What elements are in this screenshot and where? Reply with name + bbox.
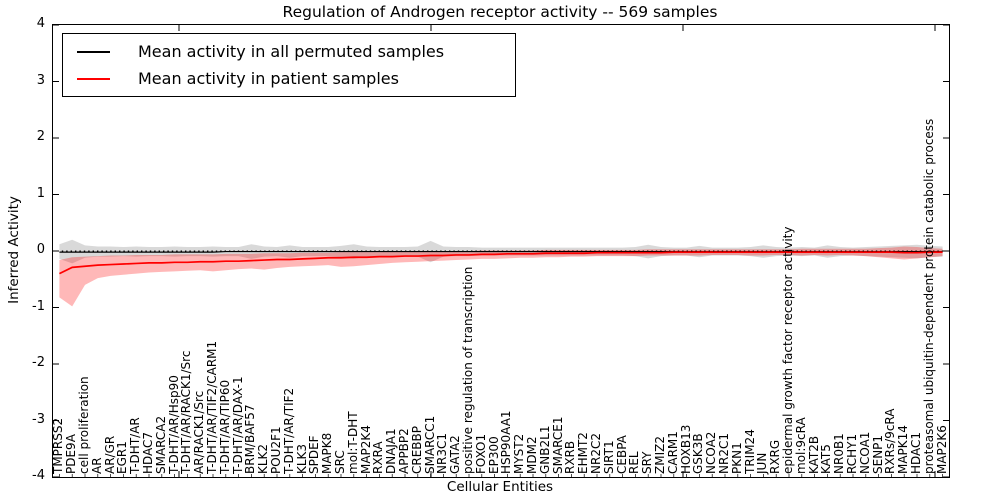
x-tick-label: SRC [333,450,347,474]
legend-label-patient: Mean activity in patient samples [138,69,399,88]
x-tick-label: T-DHT/AR/Hsp90 [166,375,181,474]
y-tick-label: 2 [36,129,45,144]
x-tick-label: CEBPA [614,435,629,474]
plot-area [53,25,949,477]
x-tick-label: mol:T-DHT [345,411,360,474]
x-tick-label: EGR1 [115,441,130,474]
x-tick-label: APPBP2 [397,428,411,474]
x-tick-label: positive regulation of transcription [461,266,475,474]
patient-range-band [59,246,943,307]
x-tick-label: SRY [640,451,655,474]
x-tick-label: T-DHT/AR/TIF2/CARM1 [205,340,219,474]
x-tick-label: cell proliferation [77,376,91,474]
x-tick-label: CARM1 [665,431,680,474]
y-tick-label: -2 [32,355,45,370]
x-tick-label: KAT5 [819,444,834,474]
y-tick-label: -1 [32,298,45,314]
x-tick-label: HDAC7 [141,431,155,474]
x-tick-label: KLK2 [256,443,271,474]
x-tick-label: SIRT1 [601,440,616,474]
x-tick-label: PKN1 [729,442,744,474]
x-tick-label: POU2F1 [269,426,283,474]
y-tick-label: 4 [36,16,45,31]
y-tick-label: -4 [32,468,45,483]
legend-item-permuted: Mean activity in all permuted samples [63,42,515,61]
x-tick-label: GATA2 [448,435,463,474]
x-tick-label: MAPK14 [896,425,911,474]
x-tick-label: T-DHT/AR/DAX-1 [230,376,245,474]
x-tick-label: mol:9cRA [793,417,808,474]
x-tick-label: FOXO1 [473,433,488,474]
x-tick-label: PDE9A [64,434,79,474]
x-tick-label: RXRG [768,439,783,474]
x-tick-label: NR3C1 [435,433,450,474]
x-tick-label: SMARCE1 [550,416,565,474]
x-tick-label: EP300 [486,436,501,474]
x-tick-label: ZMIZ2 [653,436,667,474]
legend-label-permuted: Mean activity in all permuted samples [138,42,445,61]
x-tick-label: RXRB [563,440,578,474]
x-tick-label: T-DHT/AR/RACK1/Src [179,350,194,474]
x-tick-label: NR2C1 [717,433,731,474]
x-tick-label: TMPRSS2 [51,417,66,474]
x-tick-label: SENP1 [870,434,885,474]
x-tick-label: MAP2K6 [934,425,949,474]
legend-item-patient: Mean activity in patient samples [63,69,515,88]
x-tick-label: TRIM24 [742,429,757,474]
x-tick-label: T-DHT/AR/TIP60 [217,379,232,474]
x-tick-label: KLK3 [294,443,309,474]
x-tick-label: EHMT2 [576,432,591,474]
x-tick-label: DNAJA1 [384,428,399,474]
x-tick-label: HDAC1 [909,431,923,474]
y-tick-label: -3 [32,411,45,427]
x-tick-label: MAPK8 [320,432,335,474]
x-tick-label: GSK3B [691,433,706,474]
x-tick-label: NCOA2 [704,431,719,474]
permuted-line-swatch-icon [77,50,110,53]
x-axis-label: Cellular Entities [446,479,554,495]
y-tick-label: 3 [36,72,45,88]
x-tick-label: GNB2L1 [537,425,552,474]
x-tick-label: KAT2B [806,435,821,474]
figure-title: Regulation of Androgen receptor activity… [282,3,718,21]
x-tick-label: SPDEF [307,435,322,474]
x-tick-label: SMARCC1 [422,415,437,474]
x-tick-label: NCOA1 [857,431,872,474]
x-tick-label: BRM/BAF57 [243,404,258,474]
plot-frame [52,24,950,478]
x-tick-label: epidermal growth factor receptor activit… [781,226,795,474]
x-tick-label: HOXB13 [678,424,693,474]
x-tick-label: NR0B1 [832,433,847,474]
x-tick-label: MAP2K4 [358,425,373,474]
x-tick-label: CREBBP [409,426,424,474]
x-tick-label: AR/RACK1/Src [192,390,207,474]
x-tick-label: MDM2 [525,436,539,474]
x-tick-label: T-DHT/AR/TIF2 [281,387,296,474]
y-tick-label: 1 [36,185,45,201]
x-tick-label: proteasomal ubiquitin-dependent protein … [921,118,936,474]
x-tick-label: MYST2 [512,433,527,474]
patient-line-swatch-icon [77,77,110,80]
x-tick-label: JUN [755,452,770,474]
x-tick-label: AR [89,457,104,474]
x-tick-label: REL [627,451,642,474]
x-tick-label: RXRA [371,441,386,474]
series-line-patient [59,251,943,275]
x-tick-label: RXRs/9cRA [883,408,898,474]
x-tick-label: RCHY1 [845,433,859,474]
y-tick-label: 0 [36,242,45,257]
x-tick-label: HSP90AA1 [499,410,514,474]
x-tick-label: T-DHT/AR [128,417,143,474]
x-tick-label: SMARCA2 [153,415,168,474]
x-tick-label: NR2C2 [589,433,603,474]
legend: Mean activity in all permuted samples Me… [62,33,516,97]
x-tick-label: AR/GR [102,435,117,474]
